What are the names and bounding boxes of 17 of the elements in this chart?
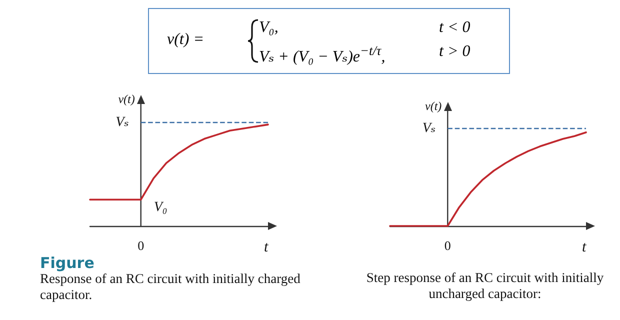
text: Response of an RC circuit with initially charged capacitor. [40,271,302,303]
x-axis-title: t [264,240,269,256]
text: t > 0 [439,43,470,61]
text: 0 [138,238,144,253]
text: Vₛ + (V₀ − Vₛ)e$^{−t/τ}$, [259,43,386,66]
ref-line-label: Vₛ [116,115,130,130]
text: Figure [40,254,96,272]
annotation: V₀ [154,200,168,216]
ref-line-label: Vₛ [422,121,436,136]
y-axis-title: v(t) [424,99,442,113]
text: v(t) = [167,31,204,49]
text: Step response of an RC circuit with initially uncharged capacitor: [365,270,605,302]
text: t < 0 [439,19,470,37]
y-axis-title: v(t) [118,92,135,106]
x-axis-title: t [582,240,587,256]
text: 0 [444,238,451,253]
text: V₀, [259,19,278,37]
